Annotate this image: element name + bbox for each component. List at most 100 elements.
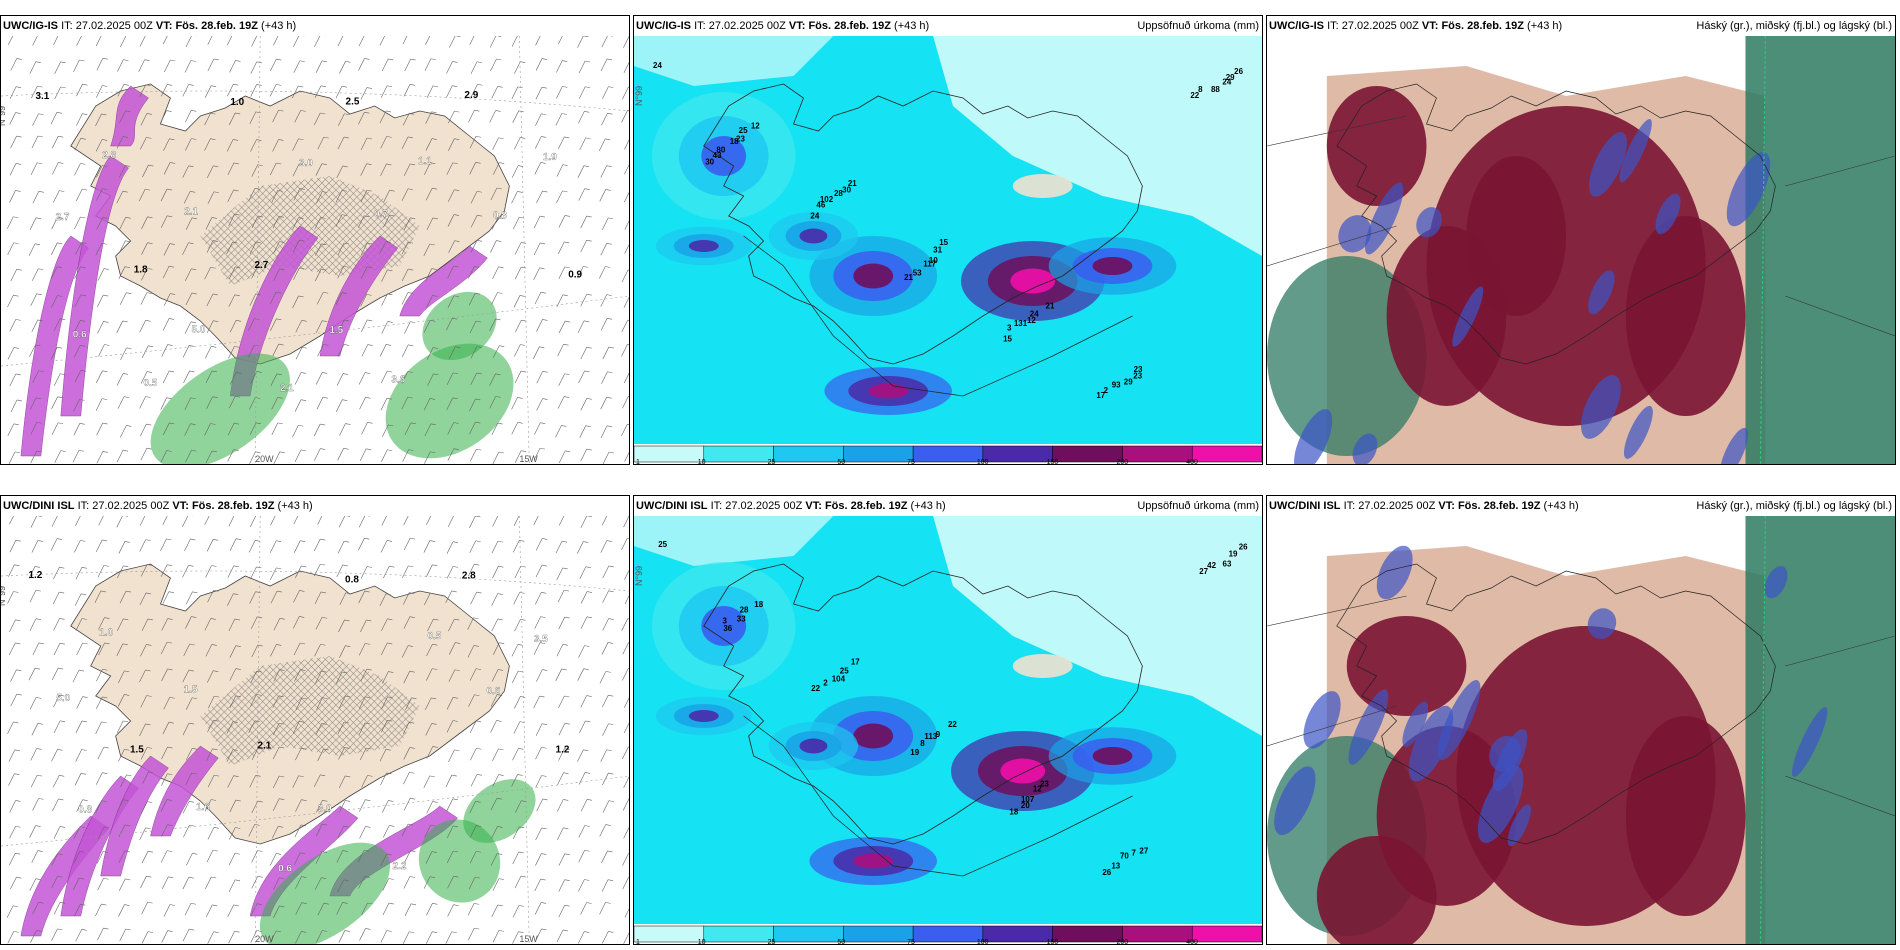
wind-barb <box>31 540 43 553</box>
graticule-line <box>254 516 261 944</box>
wind-barb <box>535 827 547 841</box>
wind-barb <box>182 84 194 97</box>
wind-barb <box>29 878 41 891</box>
wind-barb <box>206 293 218 307</box>
wind-barb <box>360 266 373 279</box>
wind-barb <box>424 824 436 838</box>
wind-barb <box>424 423 436 436</box>
wind-barb <box>228 266 241 279</box>
precip-blob <box>688 710 719 722</box>
wind-barb <box>227 775 239 788</box>
legend-tick-label: 50 <box>837 459 845 465</box>
wind-barb <box>314 268 327 282</box>
wind-barb <box>403 876 415 889</box>
wind-barb <box>315 823 328 837</box>
wind-barb <box>403 670 415 684</box>
wind-barb <box>117 618 129 631</box>
wind-barb <box>382 800 394 813</box>
wind-barb <box>492 266 504 279</box>
wind-barb <box>622 641 629 655</box>
wind-barb <box>339 695 351 709</box>
panel-header: UWC/DINI ISL IT: 27.02.2025 00Z VT: Fös.… <box>1267 496 1895 516</box>
wind-barb <box>427 373 439 386</box>
wind-barb <box>468 292 481 306</box>
wind-barb <box>424 592 436 606</box>
wind-barb <box>9 539 21 553</box>
wind-barb <box>75 188 88 202</box>
wind-barb <box>359 396 371 410</box>
wind-barb <box>75 618 87 631</box>
wind-barb <box>379 36 385 46</box>
wind-barb <box>511 422 523 435</box>
wind-barb <box>120 774 132 788</box>
wind-barb <box>580 398 592 411</box>
wind-barb <box>273 451 285 464</box>
wind-barb <box>162 318 175 331</box>
wind-barb <box>272 746 285 760</box>
precip-light-area <box>933 516 1262 736</box>
wind-barb <box>536 669 548 682</box>
wind-barb <box>380 772 392 786</box>
wind-barb <box>76 642 88 656</box>
precip-value-label: 12 <box>751 122 760 131</box>
wind-barb <box>514 242 527 255</box>
wind-barb <box>32 370 44 383</box>
wind-barb <box>139 669 151 683</box>
wind-barb <box>8 852 21 866</box>
legend-swatch <box>1052 445 1123 463</box>
wind-barb <box>226 139 239 152</box>
cloud-mid-area <box>1274 766 1316 836</box>
precip-value-label: 23 <box>1134 365 1143 374</box>
wind-barb <box>183 370 195 384</box>
wind-barb <box>315 320 328 333</box>
precip-value-label: 93 <box>1112 381 1121 390</box>
wind-barb <box>32 798 44 811</box>
wind-barb <box>226 36 233 46</box>
wind-barb <box>381 293 393 306</box>
wind-barb <box>600 540 612 553</box>
wind-barb <box>536 319 548 332</box>
wind-barb <box>162 591 174 604</box>
precip-value-label: 26 <box>1239 542 1248 551</box>
wind-barb <box>492 774 504 787</box>
wind-barb <box>426 746 438 759</box>
wind-barb <box>337 721 350 735</box>
wind-barb <box>513 516 520 526</box>
wind-barb <box>272 215 284 229</box>
wind-barb <box>184 423 196 436</box>
wind-value-label: 5.0 <box>191 325 205 336</box>
wind-barb <box>467 927 480 941</box>
wind-barb <box>337 344 349 357</box>
wind-barb <box>577 749 589 762</box>
wind-value-label: 2.8 <box>102 150 116 161</box>
wind-barb <box>577 165 590 178</box>
cloud-mid-area <box>1303 691 1341 749</box>
wind-barb <box>118 878 131 892</box>
wind-barb <box>204 85 217 98</box>
wind-barb <box>248 720 260 733</box>
wind-barb <box>52 798 64 812</box>
legend-tick-label: 1 <box>636 459 640 465</box>
wind-barb <box>512 747 524 761</box>
wind-barb <box>623 932 629 944</box>
wind-barb <box>251 747 264 760</box>
wind-barb <box>160 215 173 228</box>
wind-barb <box>292 138 304 151</box>
wind-barb <box>403 616 415 629</box>
wind-barb <box>602 565 614 579</box>
wind-barb <box>251 164 263 177</box>
wind-barb <box>7 216 19 229</box>
wind-barb <box>580 448 592 462</box>
wind-barb <box>404 903 417 916</box>
legend-swatch <box>843 445 914 463</box>
wind-value-label: 0.7 <box>374 209 388 220</box>
wind-barb <box>423 876 436 889</box>
wind-barb <box>119 928 131 942</box>
wind-barb <box>624 372 629 384</box>
wind-barb <box>51 667 64 681</box>
wind-barb <box>9 800 21 813</box>
wind-barb <box>160 110 172 123</box>
wind-barb <box>74 294 86 307</box>
legend-tick-label: 25 <box>768 459 776 465</box>
wind-barb <box>250 670 262 684</box>
